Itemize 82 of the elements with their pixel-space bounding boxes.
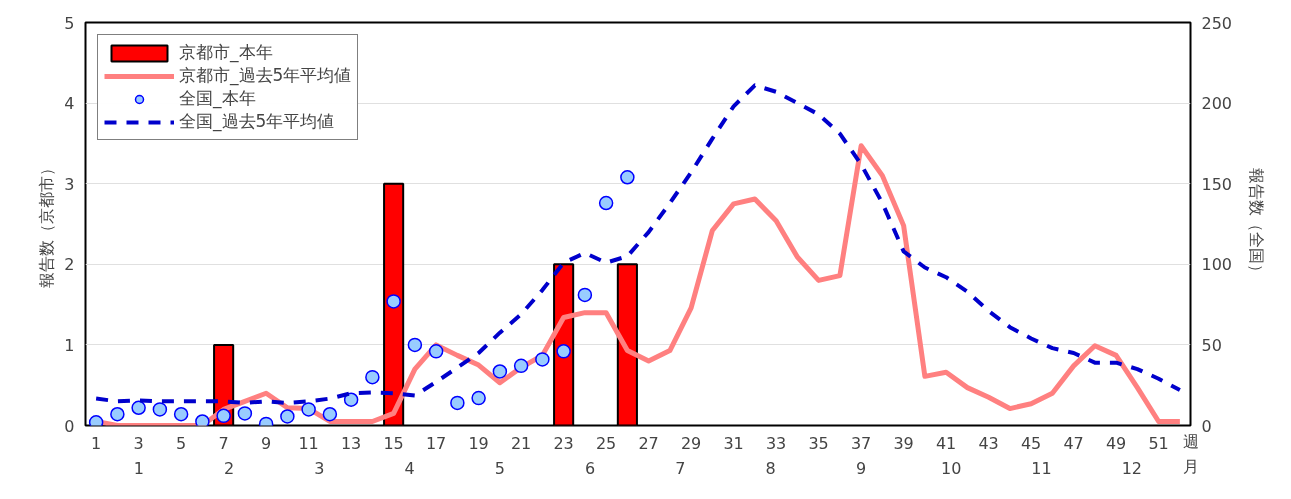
y-tick-label: 1 <box>64 335 75 355</box>
point <box>450 395 465 411</box>
point <box>492 364 508 379</box>
x-tick-label: 15 <box>383 433 404 453</box>
x-tick-label: 47 <box>1063 433 1084 453</box>
x-tick-label: 13 <box>340 433 362 453</box>
x-tick-label: 27 <box>638 433 659 453</box>
point <box>322 406 338 422</box>
y-tick-label: 4 <box>64 94 75 114</box>
x-tick-label: 21 <box>510 433 532 453</box>
x-tick-label: 3 <box>133 433 144 453</box>
y2-tick-label: 100 <box>1201 255 1233 275</box>
x-axis-title: 週 <box>1182 431 1199 451</box>
x2-tick-label: 9 <box>855 458 867 478</box>
x-tick-label: 51 <box>1148 433 1169 453</box>
x-tick-label: 39 <box>893 433 914 453</box>
x-tick-label: 37 <box>850 433 872 453</box>
x-tick-label: 25 <box>595 433 617 453</box>
legend-label: 全国_過去5年平均値 <box>179 110 335 133</box>
y2-axis-title: 報告数（全国） <box>1247 168 1267 280</box>
point <box>407 337 423 353</box>
point <box>620 170 635 185</box>
x2-tick-label: 11 <box>1031 458 1052 478</box>
x-tick-label: 7 <box>218 433 229 453</box>
point <box>598 195 614 211</box>
point <box>237 406 253 421</box>
x2-tick-label: 3 <box>314 458 325 478</box>
legend-label: 京都市_本年 <box>179 41 273 64</box>
y-tick-label: 3 <box>64 174 75 194</box>
x-tick-label: 5 <box>176 433 187 453</box>
y2-tick-label: 0 <box>1201 416 1212 436</box>
point <box>301 402 316 417</box>
legend-label: 京都市_過去5年平均値 <box>179 64 352 87</box>
y-tick-label: 2 <box>64 255 75 275</box>
x-tick-label: 1 <box>91 433 102 453</box>
x2-tick-label: 6 <box>585 458 596 478</box>
point <box>428 344 444 359</box>
point <box>365 369 380 385</box>
x-tick-label: 29 <box>680 433 702 453</box>
y-tick-label: 5 <box>64 13 75 33</box>
y-tick-label: 0 <box>64 416 75 436</box>
x2-axis-title: 月 <box>1182 456 1199 476</box>
x-tick-label: 41 <box>935 433 957 453</box>
y2-tick-label: 200 <box>1201 94 1233 114</box>
x-tick-label: 23 <box>553 433 574 453</box>
x2-tick-label: 5 <box>494 458 505 478</box>
point <box>386 294 401 309</box>
x2-tick-label: 8 <box>765 458 776 478</box>
x2-tick-label: 4 <box>404 458 415 478</box>
x-tick-label: 49 <box>1105 433 1127 453</box>
point <box>471 390 486 406</box>
point <box>280 409 295 424</box>
y2-tick-label: 50 <box>1201 335 1222 355</box>
x-tick-label: 17 <box>425 433 447 453</box>
point <box>343 392 359 407</box>
point <box>513 358 529 374</box>
x-tick-label: 33 <box>765 433 787 453</box>
x2-tick-label: 2 <box>223 458 235 478</box>
y-axis-title: 報告数（京都市） <box>37 160 57 288</box>
point <box>131 400 146 416</box>
y2-tick-label: 250 <box>1201 13 1233 33</box>
legend-label: 全国_本年 <box>179 87 256 110</box>
x2-tick-label: 10 <box>941 458 962 478</box>
point <box>152 402 168 417</box>
x-tick-label: 43 <box>978 433 999 453</box>
x2-tick-label: 7 <box>675 458 686 478</box>
x2-tick-label: 12 <box>1121 458 1142 478</box>
x-tick-label: 31 <box>723 433 744 453</box>
point <box>110 406 125 422</box>
x-tick-label: 19 <box>468 433 489 453</box>
x2-tick-label: 1 <box>133 458 144 478</box>
point <box>216 408 231 424</box>
x-tick-label: 9 <box>261 433 272 453</box>
x-tick-label: 11 <box>298 433 319 453</box>
point <box>195 414 210 426</box>
x-tick-label: 35 <box>808 433 829 453</box>
point <box>173 406 189 422</box>
point <box>535 352 550 367</box>
y2-tick-label: 150 <box>1201 174 1233 194</box>
point <box>556 344 571 359</box>
x-tick-label: 45 <box>1020 433 1042 453</box>
point <box>577 287 593 303</box>
